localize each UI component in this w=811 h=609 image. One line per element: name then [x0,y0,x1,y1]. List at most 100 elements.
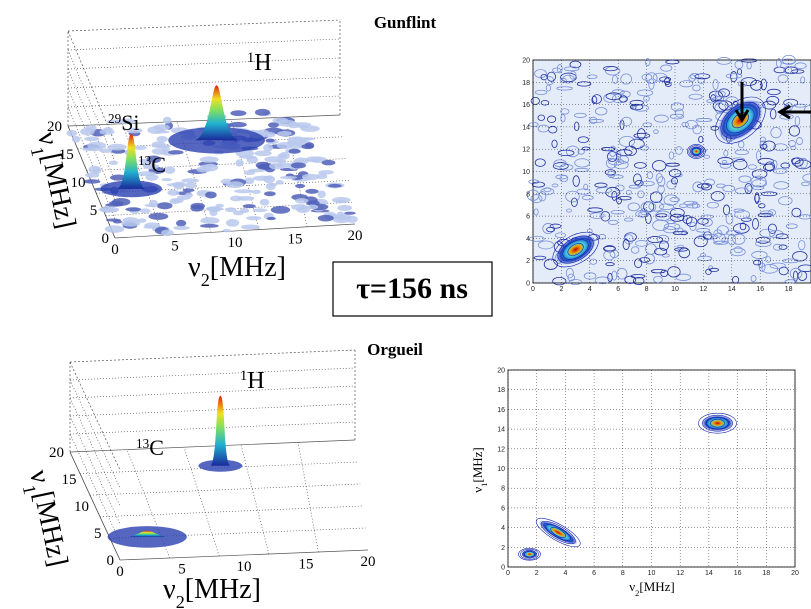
contour [531,181,545,188]
contour [750,275,757,282]
contour [547,115,557,123]
text-part: 13 [138,153,152,168]
contour [734,187,749,195]
contour [705,268,712,275]
x-tick-label: 20 [348,228,363,244]
noise-surface [259,198,270,206]
noise-surface [168,150,184,155]
contour [762,100,777,110]
noise-surface [242,204,256,209]
contour [653,275,663,284]
contour [715,90,726,98]
contour [573,112,587,118]
noise-surface [146,155,162,164]
contour [628,138,645,149]
x-tick-label: 15 [288,232,303,248]
contour [716,225,729,236]
contour [788,140,796,148]
noise-surface [106,119,122,124]
y-tick-label: 0 [107,553,115,569]
contour [688,93,703,100]
contour [588,119,605,123]
contour [569,60,582,69]
contour [587,207,604,213]
text-part: 2 [635,588,639,598]
contour [692,181,704,193]
peak-label: 29Si [108,110,140,135]
contour [790,145,797,151]
contour [552,162,569,170]
x-tick-label: 4 [563,570,567,577]
contour [783,98,799,107]
text-part: [MHz] [35,150,81,231]
contour [568,279,583,285]
contour [785,223,798,229]
noise-surface [215,203,225,208]
noise-surface [234,189,254,194]
contour [740,77,757,86]
contour [652,219,669,231]
text-part: ν [23,467,56,486]
noise-surface [144,203,158,208]
contour [639,256,650,263]
contour [554,232,566,239]
contour [618,135,636,147]
contour [751,179,767,188]
x-tick-label: 0 [531,286,535,293]
box-edge [69,451,121,561]
contour [530,194,543,204]
contour [670,102,684,112]
peak-label: 1H [247,50,272,76]
contour [764,161,776,172]
contour [566,145,580,158]
contour [766,95,780,106]
x-tick-label: 14 [705,570,713,577]
contour [755,240,772,247]
x-tick-label: 8 [645,286,649,293]
contour [692,84,701,92]
text-part: 2 [176,592,185,609]
noise-surface [254,150,272,157]
noise-surface [137,218,147,223]
box-edge [119,549,369,561]
text-part: [MHz] [185,574,261,605]
noise-surface [305,156,322,163]
x-tick-label: 8 [621,570,625,577]
contour [524,550,535,558]
peak-label: 13C [136,435,164,460]
contour [566,208,572,213]
noise-surface [301,143,315,150]
contour [619,95,628,103]
contour [663,226,677,234]
y-tick-label: 8 [526,191,530,198]
y-tick-label: 12 [497,446,505,453]
contour [537,240,554,250]
noise-surface [151,144,171,149]
contour [670,208,685,218]
contour [645,72,658,84]
contour [581,146,591,151]
contour [646,171,654,180]
contour [518,547,541,561]
contour [769,108,777,120]
noise-surface [153,124,170,131]
contour [537,114,546,121]
y-tick-label: 20 [47,119,62,135]
contour [567,243,584,256]
contour [624,275,637,284]
box-edge [69,439,356,453]
contour [640,180,655,187]
contour [520,548,539,560]
contour [565,190,580,203]
contour [732,276,740,284]
contour [562,239,589,260]
contour [767,88,781,96]
x-tick-label: 0 [506,570,510,577]
text-part: C [151,152,166,177]
contour [679,80,694,88]
contour [712,99,729,112]
contour [549,223,562,229]
x-tick-label: 15 [299,557,314,573]
noise-surface [244,177,255,185]
contour [722,204,730,216]
